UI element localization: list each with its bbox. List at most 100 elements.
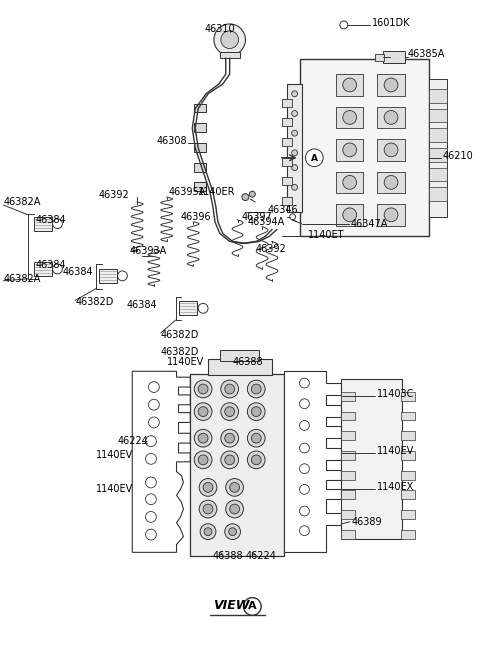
Text: 46382D: 46382D [75, 297, 114, 307]
Polygon shape [132, 371, 190, 552]
Bar [377, 204, 405, 226]
Bar [287, 84, 301, 212]
Circle shape [252, 455, 261, 465]
Bar [336, 204, 363, 226]
Circle shape [198, 407, 208, 417]
Circle shape [200, 524, 216, 540]
Text: 46384: 46384 [62, 267, 93, 277]
Text: 46210: 46210 [442, 151, 473, 160]
Circle shape [343, 143, 357, 157]
Text: 46397: 46397 [241, 212, 272, 222]
Circle shape [198, 433, 208, 443]
Circle shape [384, 208, 398, 222]
Circle shape [247, 451, 265, 469]
Bar [401, 431, 415, 440]
Circle shape [252, 384, 261, 394]
Text: 46384: 46384 [36, 215, 66, 225]
Text: 46392: 46392 [98, 190, 129, 200]
Bar [430, 187, 447, 201]
Text: 46384: 46384 [36, 260, 66, 270]
Bar [383, 52, 405, 64]
Circle shape [247, 403, 265, 421]
Text: 11403C: 11403C [377, 389, 415, 399]
Circle shape [226, 500, 243, 518]
Text: 1140EX: 1140EX [377, 482, 415, 493]
Bar [341, 392, 355, 401]
Bar [190, 374, 284, 556]
Circle shape [252, 433, 261, 443]
Circle shape [300, 526, 310, 536]
Bar [430, 109, 447, 122]
Circle shape [148, 400, 159, 410]
Text: 1140ET: 1140ET [308, 229, 345, 240]
Circle shape [292, 91, 298, 97]
Polygon shape [284, 371, 341, 552]
Text: 46224: 46224 [245, 552, 276, 561]
Circle shape [228, 528, 237, 536]
Circle shape [300, 485, 310, 495]
Bar [220, 350, 259, 362]
Text: 46308: 46308 [157, 136, 188, 146]
Circle shape [203, 504, 213, 514]
Circle shape [148, 382, 159, 392]
Bar [99, 269, 117, 283]
Circle shape [225, 433, 235, 443]
Bar [220, 52, 240, 58]
Bar [430, 89, 447, 103]
Bar [430, 148, 447, 162]
Circle shape [221, 429, 239, 447]
Text: 1140EV: 1140EV [96, 450, 133, 460]
Circle shape [243, 597, 261, 615]
Circle shape [198, 303, 208, 313]
Circle shape [221, 403, 239, 421]
Circle shape [145, 512, 156, 522]
Circle shape [384, 78, 398, 92]
Circle shape [305, 149, 323, 166]
Bar [401, 491, 415, 499]
Text: 46389: 46389 [352, 517, 382, 527]
Bar [341, 451, 355, 460]
Bar [34, 262, 51, 276]
Circle shape [290, 214, 296, 220]
Bar [282, 197, 292, 205]
Bar [375, 54, 384, 62]
Circle shape [221, 380, 239, 398]
Text: 46385A: 46385A [408, 49, 445, 60]
Circle shape [384, 143, 398, 157]
Circle shape [300, 399, 310, 409]
Text: 46310: 46310 [204, 24, 235, 34]
Circle shape [225, 524, 240, 540]
Circle shape [194, 451, 212, 469]
Text: 46382A: 46382A [3, 197, 41, 207]
Circle shape [194, 429, 212, 447]
Circle shape [118, 271, 127, 281]
Bar [336, 172, 363, 193]
Bar [401, 411, 415, 421]
Bar [282, 138, 292, 146]
Text: 46382D: 46382D [161, 346, 199, 356]
Text: 1140EV: 1140EV [167, 358, 204, 367]
Bar [208, 360, 272, 375]
Bar [401, 451, 415, 460]
Circle shape [194, 403, 212, 421]
Circle shape [343, 176, 357, 189]
Circle shape [199, 500, 217, 518]
Circle shape [292, 130, 298, 136]
Text: 46396: 46396 [180, 212, 211, 222]
Circle shape [229, 504, 240, 514]
Text: 46347A: 46347A [351, 219, 388, 229]
Circle shape [198, 384, 208, 394]
Circle shape [221, 451, 239, 469]
Circle shape [292, 164, 298, 170]
Bar [401, 510, 415, 519]
Circle shape [300, 506, 310, 516]
Circle shape [226, 479, 243, 496]
Circle shape [247, 380, 265, 398]
Text: 46382D: 46382D [161, 330, 199, 340]
Circle shape [225, 407, 235, 417]
Circle shape [292, 184, 298, 190]
Circle shape [249, 191, 255, 197]
Circle shape [221, 31, 239, 48]
Bar [194, 123, 206, 132]
Text: A: A [248, 601, 257, 612]
